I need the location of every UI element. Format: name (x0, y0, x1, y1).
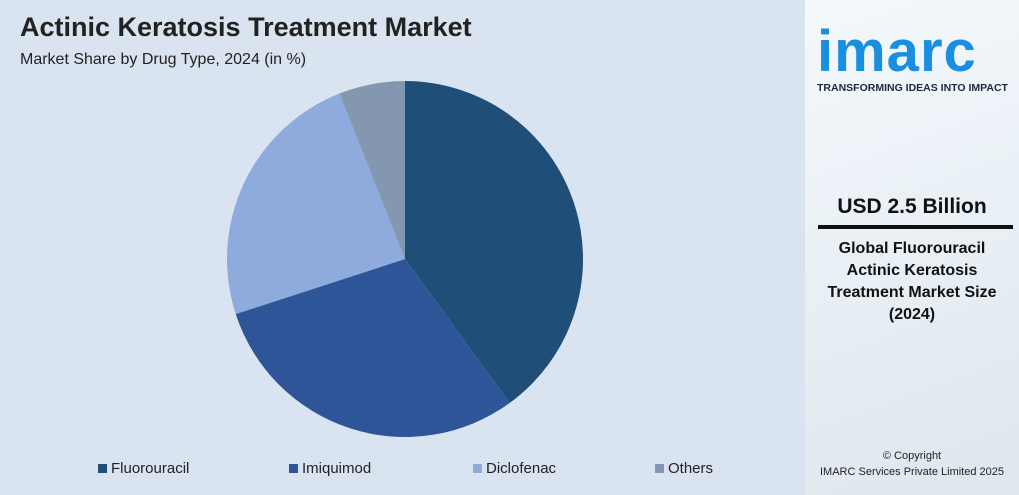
copyright-line: IMARC Services Private Limited 2025 (819, 466, 1004, 478)
pie-slice (339, 81, 405, 259)
headline: USD 2.5 Billion (837, 195, 987, 218)
pie-slice (405, 81, 584, 404)
logo: imarc (817, 19, 977, 84)
legend-swatch (473, 464, 482, 473)
pie-slice (227, 93, 405, 315)
chart-title: Actinic Keratosis Treatment Market (20, 12, 472, 42)
pie-slice (235, 259, 510, 437)
legend-label: Fluorouracil (111, 460, 189, 477)
tagline: TRANSFORMING IDEAS INTO IMPACT (817, 82, 1008, 94)
sidebar: imarc TRANSFORMING IDEAS INTO IMPACT USD… (805, 0, 1019, 495)
legend-label: Others (668, 460, 713, 477)
divider (818, 225, 1013, 229)
legend-swatch (98, 464, 107, 473)
description-line: (2024) (888, 306, 936, 323)
legend-swatch (655, 464, 664, 473)
copyright-line: © Copyright (882, 450, 942, 462)
legend-label: Diclofenac (486, 460, 557, 477)
chart-subtitle: Market Share by Drug Type, 2024 (in %) (20, 51, 307, 68)
description-line: Global Fluorouracil (838, 240, 986, 257)
description-line: Actinic Keratosis (846, 262, 978, 279)
legend-swatch (289, 464, 298, 473)
copyright: © Copyright IMARC Services Private Limite… (805, 448, 1019, 480)
description-line: Treatment Market Size (827, 284, 997, 301)
description: Global Fluorouracil Actinic Keratosis Trea… (805, 238, 1019, 326)
chart: Fluorouracil Imiquimod Diclofenac Others (98, 81, 713, 477)
legend-label: Imiquimod (302, 460, 371, 477)
